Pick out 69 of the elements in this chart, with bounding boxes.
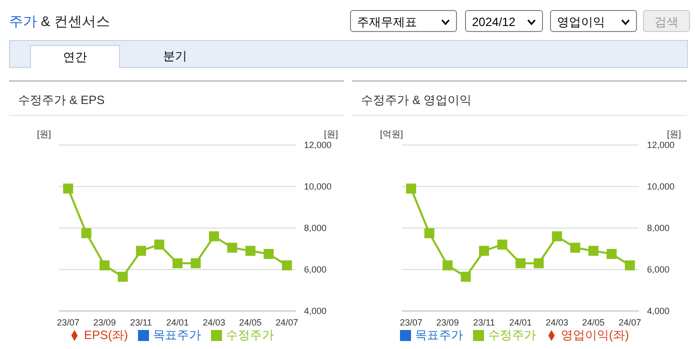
legend-label: 수정주가	[488, 328, 536, 342]
x-tick-label: 24/01	[166, 317, 189, 328]
x-tick-label: 24/07	[618, 317, 642, 328]
point	[264, 248, 274, 259]
legend-label: 목표주가	[153, 328, 201, 342]
text: 2024/12	[465, 10, 543, 32]
y2-tick-label: 6,000	[304, 264, 327, 275]
y2-axis-title: [원]	[324, 128, 338, 141]
point	[154, 240, 164, 250]
x-tick-label: 24/03	[546, 317, 568, 328]
point	[606, 248, 617, 259]
x-tick-label: 23/11	[473, 317, 495, 328]
x-tick-label: 23/09	[436, 317, 459, 328]
point	[63, 184, 74, 194]
x-tick-label: 23/07	[56, 317, 80, 328]
point	[227, 242, 238, 253]
x-tick-label: 24/03	[202, 317, 226, 328]
chart-title: 수정주가 & EPS	[18, 92, 105, 109]
y-axis-title: [원]	[37, 128, 52, 141]
y2-tick-label: 4,000	[304, 306, 327, 316]
text: 분기	[162, 48, 188, 65]
text: 주가 & 컨센서스	[9, 13, 110, 31]
x-tick-label: 24/07	[276, 317, 298, 328]
text: 검색	[643, 10, 690, 32]
legend-label: 영업이익(좌)	[561, 328, 629, 342]
x-tick-label: 23/11	[130, 317, 152, 328]
point	[624, 260, 635, 270]
point	[406, 184, 416, 194]
y2-tick-label: 8,000	[304, 223, 327, 234]
point	[497, 240, 508, 250]
y2-tick-label: 8,000	[647, 223, 670, 234]
point	[479, 246, 490, 256]
x-tick-label: 23/09	[93, 317, 116, 328]
y2-tick-label: 4,000	[647, 306, 670, 316]
x-tick-label: 24/05	[239, 317, 262, 328]
y2-axis-title: [원]	[666, 128, 681, 141]
point	[172, 258, 182, 268]
text: 영업이익	[550, 10, 637, 32]
point	[534, 258, 544, 268]
point	[136, 246, 146, 256]
point	[442, 260, 453, 270]
text: 주재무제표	[350, 10, 457, 32]
x-tick-label: 24/01	[509, 317, 532, 328]
legend-label: EPS(좌)	[84, 328, 128, 342]
point	[100, 260, 110, 270]
point	[190, 258, 201, 268]
text: 연간	[30, 45, 120, 68]
point	[588, 246, 598, 256]
point	[81, 228, 92, 238]
chart-title: 수정주가 & 영업이익	[361, 92, 472, 109]
point	[424, 228, 434, 238]
point	[282, 260, 292, 270]
point	[516, 258, 526, 268]
y2-tick-label: 6,000	[647, 264, 670, 275]
legend-label: 수정주가	[226, 328, 274, 342]
x-tick-label: 24/05	[582, 317, 605, 328]
point	[118, 272, 128, 282]
y-axis-title: [억원]	[380, 128, 404, 141]
y2-tick-label: 12,000	[647, 140, 675, 150]
x-tick-label: 23/07	[400, 317, 422, 328]
point	[245, 246, 256, 256]
point	[460, 272, 471, 282]
point	[208, 231, 219, 242]
legend-label: 목표주가	[415, 328, 463, 342]
y2-tick-label: 12,000	[304, 140, 332, 150]
y2-tick-label: 10,000	[647, 182, 675, 192]
y2-tick-label: 10,000	[304, 182, 332, 192]
point	[570, 242, 580, 253]
point	[552, 231, 562, 242]
